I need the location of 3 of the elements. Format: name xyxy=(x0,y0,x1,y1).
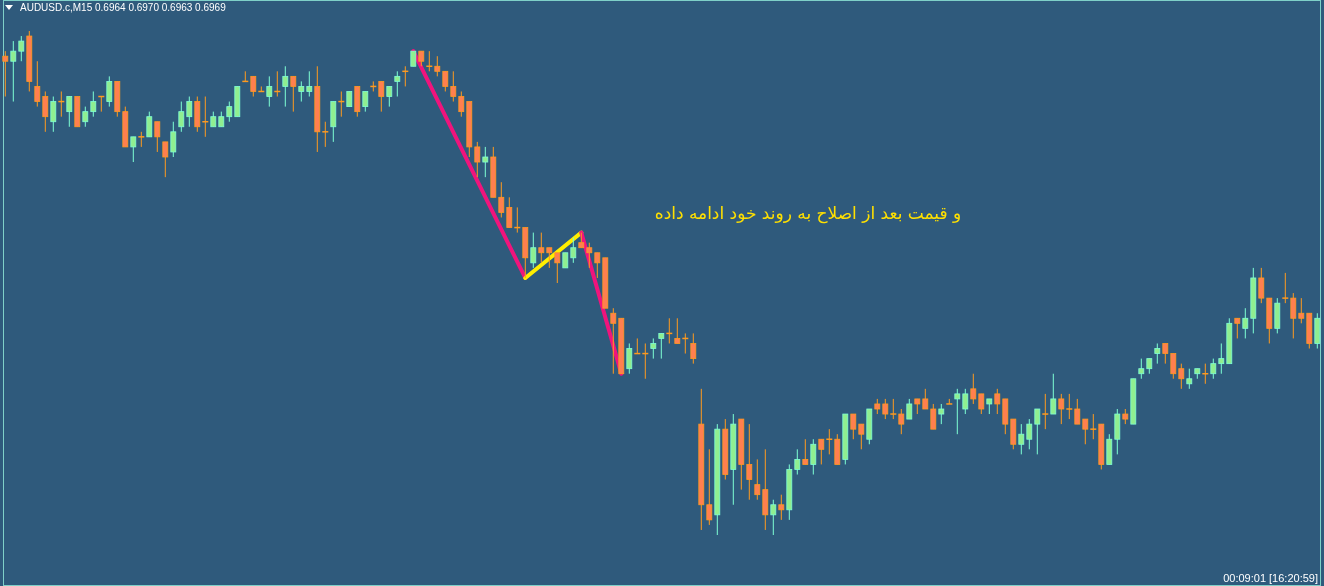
chart-title: AUDUSD.c,M15 0.6964 0.6970 0.6963 0.6969 xyxy=(20,2,227,13)
text: 00:09:01 [16:20:59] xyxy=(1223,572,1318,584)
annotation: و قیمت بعد از اصلاح به روند خود ادامه داده xyxy=(654,203,962,224)
